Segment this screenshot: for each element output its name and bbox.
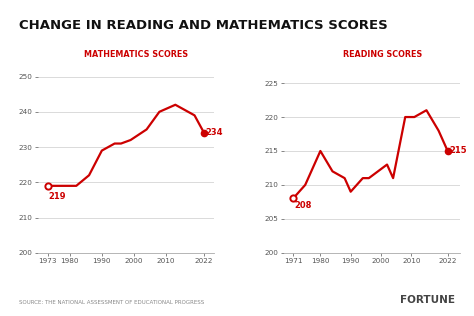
Text: SOURCE: THE NATIONAL ASSESSMENT OF EDUCATIONAL PROGRESS: SOURCE: THE NATIONAL ASSESSMENT OF EDUCA…	[19, 300, 204, 305]
Text: MATHEMATICS SCORES: MATHEMATICS SCORES	[84, 50, 189, 58]
Text: 208: 208	[294, 201, 311, 210]
Text: 219: 219	[48, 192, 66, 201]
Text: FORTUNE: FORTUNE	[400, 295, 455, 305]
Text: 234: 234	[206, 129, 223, 137]
Text: 215: 215	[449, 147, 467, 155]
Text: CHANGE IN READING AND MATHEMATICS SCORES: CHANGE IN READING AND MATHEMATICS SCORES	[19, 19, 388, 32]
Text: READING SCORES: READING SCORES	[343, 50, 422, 58]
